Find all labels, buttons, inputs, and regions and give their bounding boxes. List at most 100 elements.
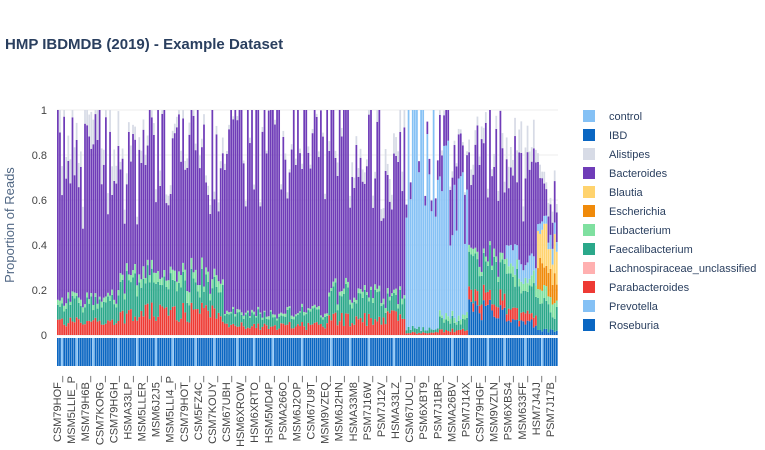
group-cell xyxy=(297,338,299,366)
x-tick-label: PSM7J16W_ xyxy=(362,375,374,440)
bar-segment xyxy=(267,319,270,329)
group-cell xyxy=(436,338,439,366)
legend-item[interactable]: Eubacterium xyxy=(583,224,671,237)
bar-segment xyxy=(127,131,130,275)
bar-segment xyxy=(324,193,326,200)
bar-segment xyxy=(401,191,404,299)
bar-sample xyxy=(246,110,249,335)
bar-segment xyxy=(207,271,210,283)
bar-sample xyxy=(224,163,226,335)
bar-segment xyxy=(75,296,78,318)
legend-item[interactable]: Parabacteroides xyxy=(583,281,690,294)
bar-sample xyxy=(79,151,82,335)
bar-segment xyxy=(286,309,289,325)
legend-item[interactable]: Lachnospiraceae_unclassified xyxy=(583,262,756,275)
bar-segment xyxy=(146,135,149,146)
legend-item[interactable]: Alistipes xyxy=(583,148,650,161)
x-tick-label: HSMA33M8_ xyxy=(348,375,360,441)
bar-segment xyxy=(553,331,556,335)
bar-sample xyxy=(455,163,458,335)
bar-segment xyxy=(409,329,412,334)
bar-segment xyxy=(441,315,443,319)
bar-sample xyxy=(127,122,130,335)
bar-segment xyxy=(246,110,249,311)
group-cell xyxy=(480,338,483,366)
bar-sample xyxy=(259,202,262,335)
bar-segment xyxy=(77,297,80,303)
bar-segment xyxy=(288,308,291,322)
group-cell xyxy=(503,338,506,366)
bar-segment xyxy=(372,195,374,208)
bar-segment xyxy=(526,125,529,153)
bar-segment xyxy=(244,200,247,207)
bar-segment xyxy=(109,131,111,296)
bar-segment xyxy=(113,304,116,325)
group-cell xyxy=(474,338,477,366)
bar-segment xyxy=(313,304,316,308)
legend-item[interactable]: Roseburia xyxy=(583,319,660,332)
bar-segment xyxy=(451,171,454,178)
legend-item[interactable]: Escherichia xyxy=(583,205,667,218)
legend[interactable]: control IBD Alistipes Bacteroides Blautia Esc… xyxy=(583,110,756,332)
x-axis: CSM79HOF_ MSM5LLIE_P MSM79H6B_ CSM7KORG_ CSM… xyxy=(52,375,557,447)
bar-segment xyxy=(347,110,349,282)
legend-item[interactable]: control xyxy=(583,110,642,123)
bar-segment xyxy=(320,110,322,316)
bar-segment xyxy=(407,110,410,327)
bar-sample xyxy=(518,129,521,335)
bar-segment xyxy=(238,110,241,310)
bar-segment xyxy=(528,169,531,256)
group-cell xyxy=(255,338,258,366)
legend-item[interactable]: Prevotella xyxy=(583,300,659,313)
bar-segment xyxy=(526,291,529,311)
bar-segment xyxy=(484,292,487,306)
legend-item[interactable]: Blautia xyxy=(583,186,644,199)
bar-segment xyxy=(355,144,358,300)
bar-segment xyxy=(472,248,475,257)
legend-item[interactable]: IBD xyxy=(583,129,627,142)
legend-item[interactable]: Faecalibacterium xyxy=(583,243,693,256)
bar-segment xyxy=(303,315,306,327)
group-cell xyxy=(286,338,289,366)
group-cell xyxy=(234,338,237,366)
bar-segment xyxy=(150,302,153,335)
bar-segment xyxy=(109,321,111,335)
bar-segment xyxy=(322,317,324,320)
bar-segment xyxy=(278,328,281,335)
bar-segment xyxy=(413,328,416,333)
bar-segment xyxy=(71,110,74,118)
bar-segment xyxy=(113,149,116,181)
bar-sample xyxy=(545,182,548,335)
bar-segment xyxy=(161,285,164,307)
bar-segment xyxy=(342,110,345,289)
bar-segment xyxy=(75,293,78,297)
bar-segment xyxy=(209,293,212,301)
bar-sample xyxy=(391,194,393,335)
legend-label: Parabacteroides xyxy=(609,282,690,294)
bar-sample xyxy=(401,171,404,335)
legend-item[interactable]: Bacteroides xyxy=(583,167,668,180)
bar-segment xyxy=(167,289,170,316)
bar-segment xyxy=(363,285,366,290)
bar-segment xyxy=(69,304,72,318)
stacked-bars[interactable] xyxy=(57,110,558,335)
bar-segment xyxy=(403,127,406,296)
bar-segment xyxy=(388,296,391,301)
bar-segment xyxy=(430,329,433,333)
bar-sample xyxy=(441,150,443,335)
bar-sample xyxy=(520,121,523,335)
bar-segment xyxy=(317,324,320,335)
bar-segment xyxy=(96,110,99,141)
bar-segment xyxy=(545,300,548,329)
bar-segment xyxy=(342,288,345,294)
group-cell xyxy=(441,338,443,366)
bar-segment xyxy=(549,329,552,335)
bar-segment xyxy=(153,272,155,283)
bar-segment xyxy=(484,305,487,335)
bar-segment xyxy=(537,153,539,162)
bar-segment xyxy=(461,314,464,319)
bar-segment xyxy=(207,282,210,311)
bar-segment xyxy=(215,275,218,287)
group-cell xyxy=(334,338,337,366)
